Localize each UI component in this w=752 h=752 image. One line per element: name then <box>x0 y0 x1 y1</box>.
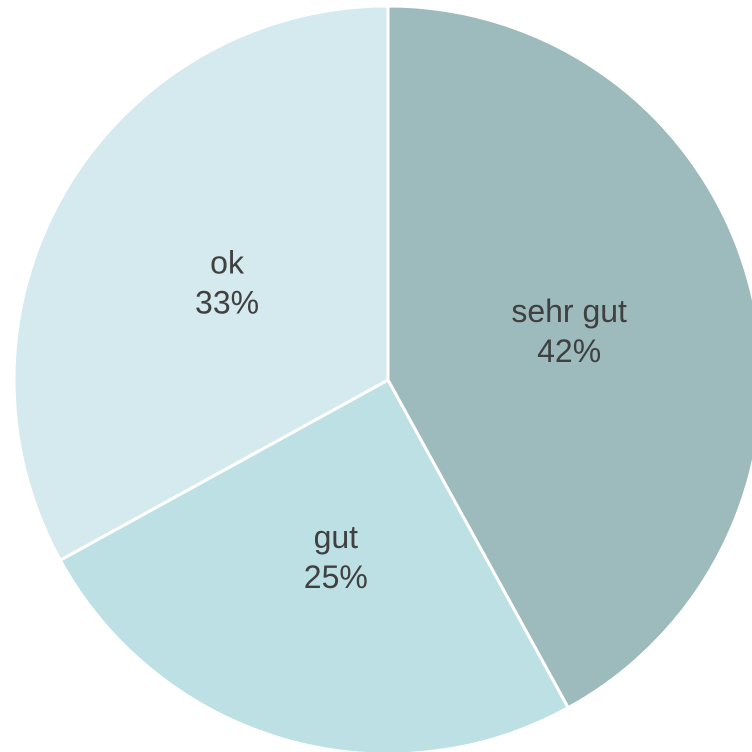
slice-label: sehr gut <box>511 293 627 329</box>
slice-value-label: 25% <box>304 559 368 595</box>
slice-label: ok <box>210 244 245 280</box>
slice-label: gut <box>314 519 359 555</box>
pie-slice <box>58 377 571 752</box>
slice-value-label: 42% <box>537 333 601 369</box>
pie-slice <box>386 4 752 710</box>
pie-slice <box>12 4 390 563</box>
slice-value-label: 33% <box>195 284 259 320</box>
